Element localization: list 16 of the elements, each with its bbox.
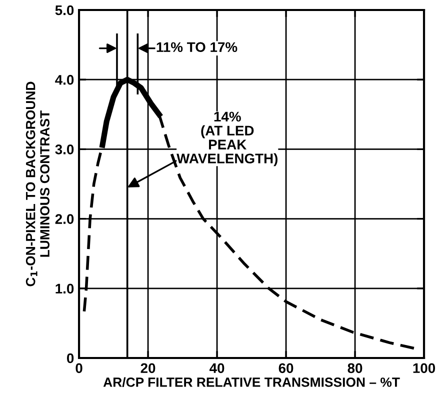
y-axis-title: C$_{1}$-ON-PIXEL TO BACKGROUND LUMINOUS CONTRAST [26,82,50,286]
y-tick-label: 3.0 [55,144,74,154]
x-tick-label: 60 [278,363,294,374]
y-tick-label: 5.0 [55,5,74,16]
annotation: 14% (AT LED PEAK WAVELENGTH) [176,112,278,166]
y-tick-label: 2.0 [55,214,74,224]
y-tick-label: 1.0 [56,284,74,294]
y-tick-label: 0 [66,353,74,364]
y-tick-label: 4.0 [55,74,74,85]
annotation: 11% TO 17% [156,42,238,52]
x-tick-label: 100 [413,363,436,374]
x-tick-label: 0 [76,363,82,374]
x-axis-title: AR/CP FILTER RELATIVE TRANSMISSION – %T [103,377,400,388]
x-tick-label: 20 [140,363,156,374]
x-tick-label: 40 [210,363,224,374]
x-tick-label: 80 [348,363,362,374]
